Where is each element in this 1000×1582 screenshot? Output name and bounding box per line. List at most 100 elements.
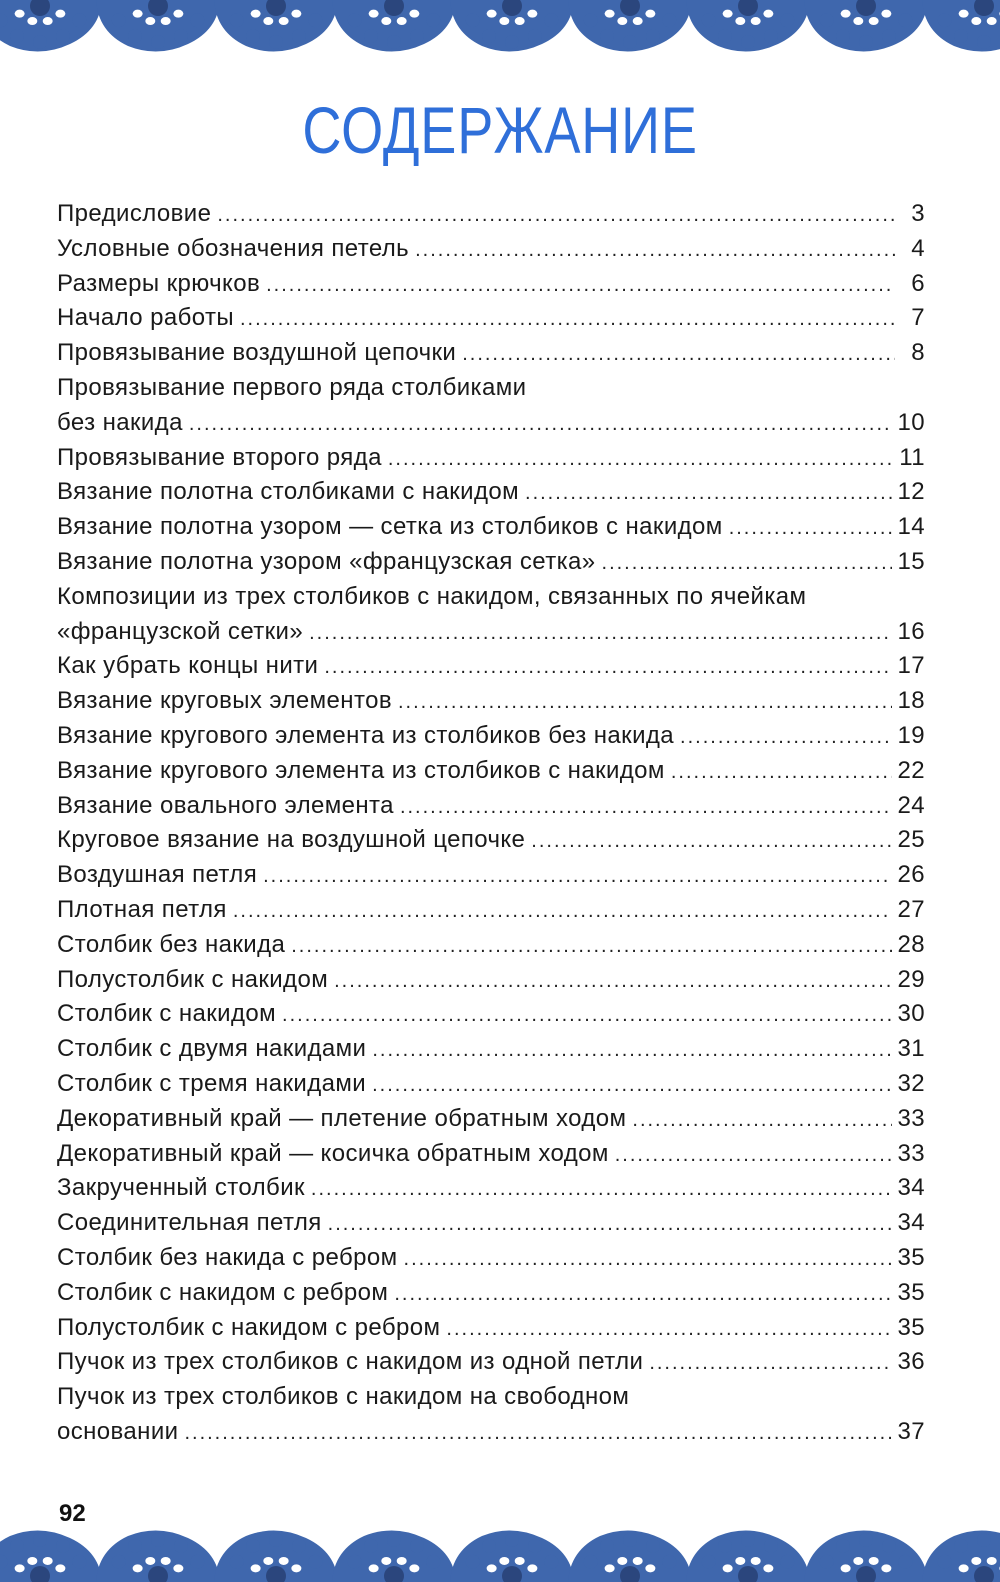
toc-entry-title: Столбик с накидом bbox=[57, 1000, 277, 1028]
dot-leader bbox=[263, 865, 891, 888]
dot-leader bbox=[525, 482, 891, 505]
toc-entry-page: 34 bbox=[897, 1209, 925, 1237]
toc-entry-page: 30 bbox=[897, 1000, 925, 1028]
toc-entry[interactable]: Начало работы 7 bbox=[57, 304, 925, 339]
lace-border-bottom bbox=[0, 1530, 1000, 1582]
lace-motif bbox=[568, 0, 692, 52]
toc-entry-page: 17 bbox=[897, 652, 925, 680]
toc-entry[interactable]: Воздушная петля 26 bbox=[57, 861, 925, 896]
toc-entry[interactable]: без накида 10 bbox=[57, 409, 925, 444]
toc-entry-title: без накида bbox=[57, 408, 183, 436]
toc-entry-title: Круговое вязание на воздушной цепочке bbox=[57, 826, 526, 854]
toc-entry[interactable]: Соединительная петля 34 bbox=[57, 1209, 925, 1244]
toc-entry[interactable]: Декоративный край — косичка обратным ход… bbox=[57, 1140, 925, 1175]
lace-motif bbox=[922, 0, 1000, 52]
toc-entry[interactable]: Провязывание второго ряда 11 bbox=[57, 444, 925, 479]
toc-entry-title: Соединительная петля bbox=[57, 1209, 322, 1237]
dot-leader bbox=[388, 448, 893, 471]
toc-entry-title: «французской сетки» bbox=[57, 617, 304, 645]
dot-leader bbox=[394, 1283, 891, 1306]
lace-motif bbox=[922, 1530, 1000, 1582]
toc-entry-title: Полустолбик с накидом с ребром bbox=[57, 1313, 441, 1341]
toc-entry-title-first-line: Композиции из трех столбиков с накидом, … bbox=[57, 582, 807, 610]
dot-leader bbox=[217, 204, 895, 227]
toc-entry[interactable]: Вязание круговых элементов 18 bbox=[57, 687, 925, 722]
toc-entry[interactable]: Размеры крючков 6 bbox=[57, 270, 925, 305]
toc-entry[interactable]: Столбик без накида с ребром 35 bbox=[57, 1244, 925, 1279]
dot-leader bbox=[602, 552, 892, 575]
toc-entry-page: 33 bbox=[897, 1139, 925, 1167]
toc-entry[interactable]: Столбик с тремя накидами 32 bbox=[57, 1070, 925, 1105]
toc-entry[interactable]: основании 37 bbox=[57, 1418, 925, 1453]
toc-entry-page: 24 bbox=[897, 791, 925, 819]
dot-leader bbox=[184, 1422, 891, 1445]
dot-leader bbox=[400, 796, 892, 819]
toc-entry-page: 35 bbox=[897, 1243, 925, 1271]
toc-entry[interactable]: Вязание кругового элемента из столбиков … bbox=[57, 722, 925, 757]
lace-border-top bbox=[0, 0, 1000, 52]
toc-entry[interactable]: Как убрать концы нити 17 bbox=[57, 652, 925, 687]
dot-leader bbox=[309, 622, 891, 645]
dot-leader bbox=[324, 656, 891, 679]
toc-entry-page: 29 bbox=[897, 965, 925, 993]
toc-entry[interactable]: Декоративный край — плетение обратным хо… bbox=[57, 1105, 925, 1140]
toc-entry[interactable]: Пучок из трех столбиков с накидом из одн… bbox=[57, 1348, 925, 1383]
toc-entry[interactable]: Круговое вязание на воздушной цепочке 25 bbox=[57, 826, 925, 861]
dot-leader bbox=[404, 1248, 892, 1271]
toc-entry[interactable]: «французской сетки» 16 bbox=[57, 618, 925, 653]
toc-entry[interactable]: Полустолбик с накидом с ребром 35 bbox=[57, 1314, 925, 1349]
dot-leader bbox=[415, 239, 895, 262]
dot-leader bbox=[372, 1039, 891, 1062]
toc-entry-page: 35 bbox=[897, 1313, 925, 1341]
toc-entry-page: 15 bbox=[897, 547, 925, 575]
toc-entry[interactable]: Вязание овального элемента 24 bbox=[57, 792, 925, 827]
toc-entry-title: Вязание круговых элементов bbox=[57, 687, 392, 715]
toc-entry-title: Вязание полотна столбиками с накидом bbox=[57, 478, 520, 506]
toc-entry-page: 18 bbox=[897, 687, 925, 715]
toc-entry[interactable]: Плотная петля 27 bbox=[57, 896, 925, 931]
toc-entry[interactable]: Столбик с накидом 30 bbox=[57, 1000, 925, 1035]
dot-leader bbox=[291, 935, 891, 958]
toc-entry-page: 3 bbox=[911, 200, 925, 227]
toc-entry[interactable]: Предисловие 3 bbox=[57, 200, 925, 235]
lace-motif bbox=[0, 1530, 102, 1582]
toc-entry-title: Вязание полотна узором «французская сетк… bbox=[57, 547, 596, 575]
toc-entry-title: Провязывание второго ряда bbox=[57, 443, 382, 471]
toc-entry[interactable]: Столбик с накидом с ребром 35 bbox=[57, 1279, 925, 1314]
toc-entry-page: 32 bbox=[897, 1069, 925, 1097]
toc-entry-title: Столбик с двумя накидами bbox=[57, 1035, 367, 1063]
lace-motif bbox=[0, 0, 102, 52]
toc-entry-title: Столбик с накидом с ребром bbox=[57, 1278, 389, 1306]
lace-motif bbox=[214, 0, 338, 52]
lace-motif bbox=[686, 0, 810, 52]
toc-entry[interactable]: Условные обозначения петель 4 bbox=[57, 235, 925, 270]
dot-leader bbox=[328, 1213, 892, 1236]
toc-entry-title: Пучок из трех столбиков с накидом из одн… bbox=[57, 1348, 644, 1376]
page-title: СОДЕРЖАНИЕ bbox=[302, 93, 698, 167]
toc-entry-page: 37 bbox=[897, 1417, 925, 1445]
dot-leader bbox=[446, 1318, 891, 1341]
toc-entry[interactable]: Столбик с двумя накидами 31 bbox=[57, 1035, 925, 1070]
toc-entry-title: Столбик с тремя накидами bbox=[57, 1069, 367, 1097]
toc-entry-title: Провязывание воздушной цепочки bbox=[57, 339, 457, 367]
toc-entry-page: 19 bbox=[897, 721, 925, 749]
toc-entry[interactable]: Провязывание воздушной цепочки 8 bbox=[57, 339, 925, 374]
toc-entry[interactable]: Вязание кругового элемента из столбиков … bbox=[57, 757, 925, 792]
lace-motif bbox=[568, 1530, 692, 1582]
toc-entry[interactable]: Вязание полотна столбиками с накидом 12 bbox=[57, 478, 925, 513]
toc-entry[interactable]: Вязание полотна узором — сетка из столби… bbox=[57, 513, 925, 548]
toc-entry-page: 28 bbox=[897, 930, 925, 958]
toc-entry[interactable]: Полустолбик с накидом 29 bbox=[57, 966, 925, 1001]
toc-entry-page: 4 bbox=[911, 234, 925, 262]
lace-motif bbox=[804, 0, 928, 52]
toc-entry-page: 33 bbox=[897, 1104, 925, 1132]
dot-leader bbox=[233, 900, 892, 923]
toc-entry-title: Закрученный столбик bbox=[57, 1174, 305, 1202]
toc-entry[interactable]: Закрученный столбик 34 bbox=[57, 1174, 925, 1209]
dot-leader bbox=[282, 1004, 891, 1027]
toc-entry[interactable]: Столбик без накида 28 bbox=[57, 931, 925, 966]
toc-entry-page: 26 bbox=[897, 861, 925, 889]
toc-entry[interactable]: Вязание полотна узором «французская сетк… bbox=[57, 548, 925, 583]
toc-entry-page: 36 bbox=[897, 1348, 925, 1376]
toc-entry-page: 11 bbox=[899, 443, 925, 471]
